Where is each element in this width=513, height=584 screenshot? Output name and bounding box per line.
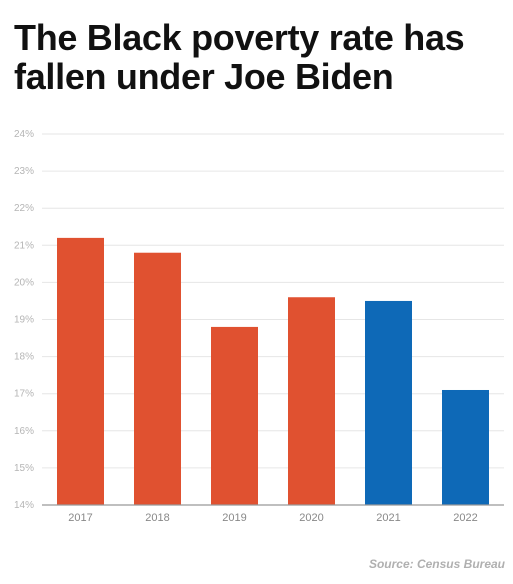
y-tick-label: 20% xyxy=(14,277,34,288)
x-axis-ticks: 2017 2018 2019 2020 2021 2022 xyxy=(68,512,477,524)
y-tick-label: 24% xyxy=(14,129,34,140)
y-tick-label: 15% xyxy=(14,463,34,474)
x-tick-label: 2019 xyxy=(222,512,246,524)
bar-2019 xyxy=(211,326,258,505)
x-tick-label: 2021 xyxy=(376,512,400,524)
y-tick-label: 21% xyxy=(14,240,34,251)
source-note: Source: Census Bureau xyxy=(368,557,505,571)
bar-2021 xyxy=(365,300,412,505)
y-tick-label: 14% xyxy=(14,500,34,511)
x-tick-label: 2022 xyxy=(453,512,477,524)
y-tick-label: 23% xyxy=(14,166,34,177)
bars xyxy=(57,237,489,505)
y-tick-label: 17% xyxy=(14,389,34,400)
x-tick-label: 2018 xyxy=(145,512,169,524)
chart-title: The Black poverty rate has fallen under … xyxy=(14,17,465,97)
y-tick-label: 19% xyxy=(14,315,34,326)
y-tick-label: 16% xyxy=(14,426,34,437)
x-tick-label: 2020 xyxy=(299,512,323,524)
bar-2022 xyxy=(442,389,489,505)
grid-lines xyxy=(42,133,504,469)
bar-2020 xyxy=(288,297,335,505)
x-tick-label: 2017 xyxy=(68,512,92,524)
y-axis-ticks: 14% 15% 16% 17% 18% 19% 20% 21% 22% 23% 24% xyxy=(14,129,34,511)
bar-2017 xyxy=(57,237,104,505)
bar-2018 xyxy=(134,252,181,505)
y-tick-label: 18% xyxy=(14,352,34,363)
y-tick-label: 22% xyxy=(14,203,34,214)
